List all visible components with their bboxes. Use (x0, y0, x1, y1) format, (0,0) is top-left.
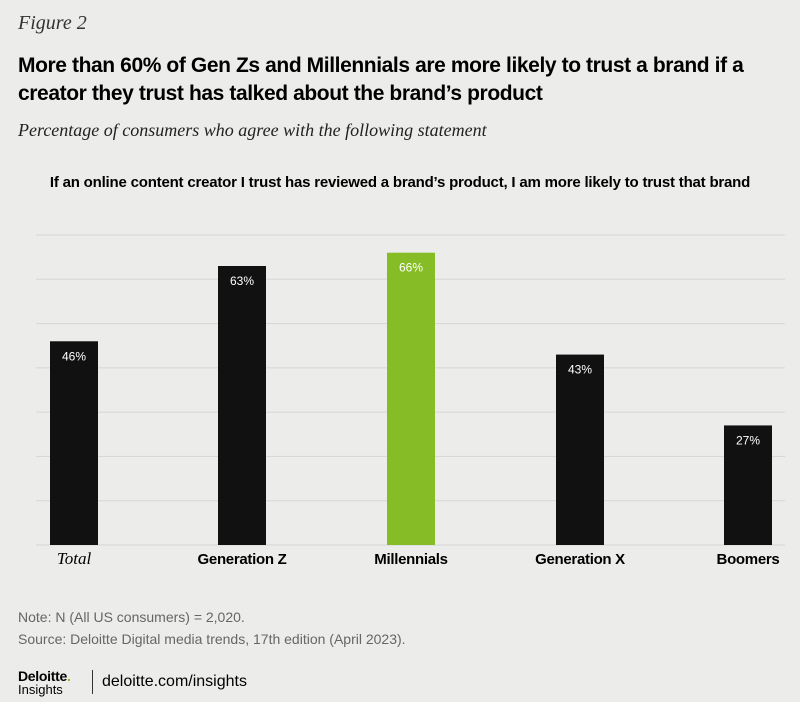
category-label-generation-z: Generation Z (198, 551, 287, 568)
value-label-boomers: 27% (736, 433, 760, 447)
bar-millennials (387, 252, 435, 545)
bar-generation-x (556, 354, 604, 545)
value-label-total: 46% (62, 349, 86, 363)
bar-total (50, 341, 98, 545)
category-label-millennials: Millennials (374, 551, 447, 568)
survey-statement: If an online content creator I trust has… (49, 174, 751, 191)
value-label-generation-x: 43% (568, 363, 592, 377)
footer-divider (92, 670, 93, 694)
bar-chart: 46% Total 63% Generation Z 66% Millennials 43%… (36, 234, 785, 568)
chart-notes: Note: N (All US consumers) = 2,020. Sour… (18, 606, 406, 650)
note-text: Note: N (All US consumers) = 2,020. (18, 609, 245, 625)
chart-subtitle: Percentage of consumers who agree with t… (18, 120, 487, 140)
chart-title: More than 60% of Gen Zs and Millennials … (18, 54, 744, 105)
figure-label: Figure 2 (18, 12, 87, 34)
logo-wordmark: Deloitte (18, 668, 67, 684)
deloitte-insights-link[interactable]: deloitte.com/insights (102, 673, 247, 690)
category-label-generation-x: Generation X (535, 551, 625, 568)
value-label-millennials: 66% (399, 261, 423, 275)
logo-dot: . (66, 668, 71, 684)
deloitte-logo: Deloitte. (18, 668, 71, 684)
logo-subtitle: Insights (18, 682, 63, 697)
bar-generation-z (218, 266, 266, 545)
value-label-generation-z: 63% (230, 274, 254, 288)
source-text: Source: Deloitte Digital media trends, 1… (18, 631, 406, 647)
bar-boomers (724, 425, 772, 545)
category-label-boomers: Boomers (717, 551, 780, 568)
category-label-total: Total (57, 549, 92, 568)
